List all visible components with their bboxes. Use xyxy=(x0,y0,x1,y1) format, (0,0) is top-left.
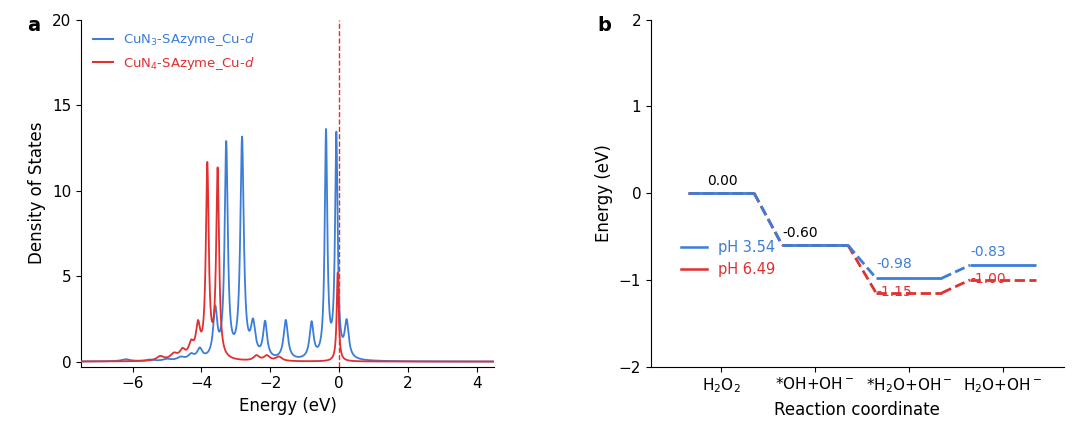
Y-axis label: Energy (eV): Energy (eV) xyxy=(595,144,613,242)
Text: -0.60: -0.60 xyxy=(782,226,818,240)
Text: -1.15: -1.15 xyxy=(876,285,912,299)
Text: -0.98: -0.98 xyxy=(876,257,912,271)
Y-axis label: Density of States: Density of States xyxy=(28,122,46,264)
Text: a: a xyxy=(27,16,40,35)
Legend: CuN$_3$-SAzyme_Cu-$d$, CuN$_4$-SAzyme_Cu-$d$: CuN$_3$-SAzyme_Cu-$d$, CuN$_4$-SAzyme_Cu… xyxy=(87,26,260,77)
Text: -1.00: -1.00 xyxy=(970,272,1005,286)
Text: 0.00: 0.00 xyxy=(707,174,738,188)
Legend: pH 3.54, pH 6.49: pH 3.54, pH 6.49 xyxy=(675,234,782,283)
Text: -0.83: -0.83 xyxy=(970,245,1005,259)
X-axis label: Energy (eV): Energy (eV) xyxy=(239,397,336,415)
X-axis label: Reaction coordinate: Reaction coordinate xyxy=(774,401,941,419)
Text: b: b xyxy=(597,16,611,35)
